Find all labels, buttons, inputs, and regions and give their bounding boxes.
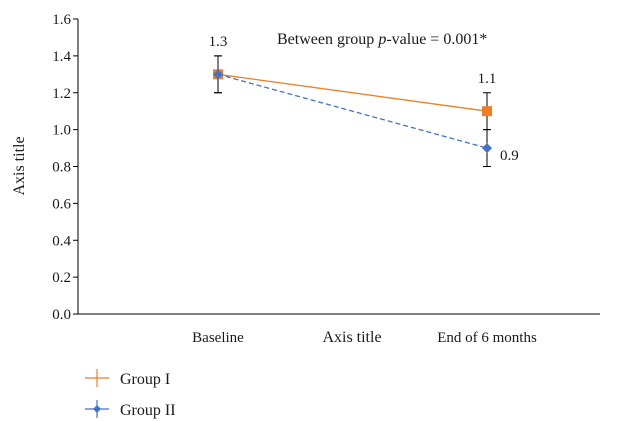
data-label: 0.9 bbox=[500, 148, 519, 164]
y-axis-title: Axis title bbox=[11, 136, 28, 195]
data-point bbox=[482, 106, 492, 117]
y-tick-label: 0.8 bbox=[52, 160, 71, 176]
annotation-italic: p bbox=[377, 31, 386, 48]
x-tick-label: End of 6 months bbox=[437, 330, 537, 346]
legend-label: Group II bbox=[120, 402, 176, 419]
legend-label: Group I bbox=[120, 371, 170, 388]
legend-marker bbox=[93, 405, 101, 413]
legend-item-2: Group II bbox=[85, 400, 176, 419]
data-label: 1.3 bbox=[209, 34, 228, 50]
annotation-prefix: Between group bbox=[277, 31, 378, 48]
data-point bbox=[213, 69, 223, 80]
series-2: 0.9 bbox=[213, 55, 519, 167]
y-tick-label: 0.0 bbox=[52, 307, 71, 323]
y-tick-label: 1.4 bbox=[52, 49, 71, 65]
series-line bbox=[217, 73, 488, 149]
data-point bbox=[482, 143, 492, 154]
y-tick-label: 0.2 bbox=[52, 270, 71, 286]
y-tick-label: 0.6 bbox=[52, 196, 71, 212]
y-tick-label: 0.4 bbox=[52, 233, 71, 249]
series-line bbox=[217, 73, 488, 112]
y-tick-label: 1.0 bbox=[52, 123, 71, 139]
x-tick-label: Baseline bbox=[192, 330, 244, 346]
annotation-suffix: -value = 0.001* bbox=[386, 31, 487, 48]
axes: 0.0 0.2 0.4 0.6 0.8 1.0 1.2 1.4 1.6 Baseline End o… bbox=[11, 12, 600, 346]
legend: Group I Group II bbox=[85, 369, 176, 419]
data-label: 1.1 bbox=[478, 71, 497, 87]
legend-item-1: Group I bbox=[85, 369, 170, 388]
y-tick-label: 1.2 bbox=[52, 86, 71, 102]
y-tick-label: 1.6 bbox=[52, 12, 71, 28]
series-layer: 1.3 1.1 0.9 bbox=[209, 34, 519, 167]
x-axis-title: Axis title bbox=[322, 329, 381, 346]
annotation: Between group p-value = 0.001* bbox=[277, 31, 487, 48]
series-1: 1.3 1.1 bbox=[209, 34, 497, 131]
